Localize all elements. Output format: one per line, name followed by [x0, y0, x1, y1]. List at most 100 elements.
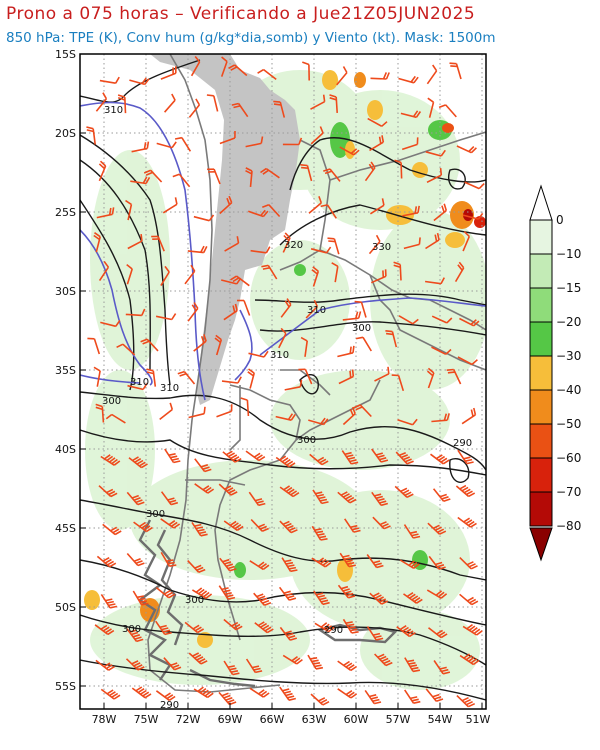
wind-barb [155, 586, 176, 599]
wind-barb [253, 592, 272, 606]
wind-barb [184, 621, 204, 634]
wind-barb [151, 235, 165, 252]
wind-barb [100, 454, 121, 466]
wind-barb [184, 264, 196, 285]
wind-barb [230, 275, 250, 287]
wind-barb [401, 137, 419, 151]
terrain-mask-andes [150, 54, 300, 405]
colorbar-label: −10 [556, 247, 581, 261]
wind-barb [129, 77, 150, 86]
wind-barb [105, 413, 126, 424]
wind-barb [127, 383, 148, 391]
map-plot-area: 310 320 330 310 300 310 300 300 290 300 … [80, 54, 486, 709]
lat-label: 30S [55, 285, 76, 298]
wind-barb [395, 451, 414, 465]
wind-barb [223, 303, 238, 321]
wind-barb [98, 261, 110, 282]
wind-barb [309, 453, 329, 466]
wind-barb [300, 164, 313, 182]
wind-barb [93, 366, 101, 387]
wind-barb [284, 379, 303, 391]
lat-label: 40S [55, 443, 76, 456]
contour-label-290: 290 [324, 625, 343, 636]
wind-barb [279, 626, 298, 641]
contour-label-320: 320 [284, 240, 303, 251]
wind-barb [310, 246, 332, 254]
colorbar: 0 −10 −15 −20 −30 −40 −50 −60 −70 −80 [529, 184, 581, 562]
wind-barb [338, 369, 355, 385]
colorbar-label: 0 [556, 213, 564, 227]
wind-barb [370, 269, 387, 284]
wind-barb [320, 204, 337, 219]
colorbar-top-arrow [529, 184, 553, 221]
wind-barb [310, 94, 326, 110]
wind-barb [261, 264, 278, 280]
lon-label: 78W [92, 713, 117, 726]
wind-barb [311, 266, 320, 287]
wind-barb [427, 97, 435, 118]
wind-barbs [86, 55, 485, 708]
lon-label: 57W [386, 713, 411, 726]
wind-barb [248, 350, 269, 358]
colorbar-swatch [529, 423, 553, 459]
wind-barb [245, 136, 264, 148]
wind-barb [188, 406, 206, 419]
wind-barb [394, 159, 403, 179]
wind-barb [248, 209, 269, 218]
wind-barb [146, 368, 157, 387]
wind-barb [279, 520, 298, 534]
wind-barb [342, 618, 359, 634]
wind-barb [404, 689, 421, 704]
wind-barb [99, 76, 120, 84]
wind-barb [140, 338, 159, 352]
wind-barb [249, 687, 270, 698]
wind-barb [207, 168, 221, 185]
wind-barb [364, 161, 376, 182]
wind-barb [188, 652, 208, 665]
wind-barb [218, 691, 237, 706]
wind-barb [187, 302, 199, 322]
wind-barb [245, 167, 253, 187]
wind-barb [87, 337, 101, 355]
wind-barb [187, 560, 206, 574]
wind-barb [247, 368, 255, 389]
wind-barb [374, 366, 390, 382]
wind-barb [427, 522, 447, 535]
map-subtitle: 850 hPa: TPE (K), Conv hum (g/kg*dia,som… [6, 30, 496, 46]
wind-barb [344, 518, 361, 533]
colorbar-swatch [529, 253, 553, 289]
wind-barb [456, 695, 476, 708]
wind-barb [260, 167, 280, 179]
colorbar-swatch [529, 389, 553, 425]
wind-barb [391, 374, 405, 392]
wind-barb [214, 334, 223, 356]
wind-barb [403, 237, 421, 250]
wind-barb [398, 75, 419, 84]
wind-barb [425, 688, 444, 703]
colorbar-swatch [529, 491, 553, 527]
wind-barb [275, 413, 296, 421]
wind-barb [177, 370, 196, 385]
wind-barb [163, 657, 182, 671]
wind-barb [461, 407, 477, 425]
colorbar-label: −30 [556, 349, 581, 363]
contour-label-310: 310 [307, 305, 326, 316]
wind-barb [457, 356, 478, 366]
contour-label-300: 300 [122, 624, 141, 635]
wind-barb [403, 524, 421, 539]
wind-barb [96, 555, 117, 568]
wind-barb [329, 94, 338, 113]
wind-barb [369, 592, 389, 605]
wind-barb [339, 552, 356, 568]
wind-barb [457, 516, 477, 528]
colorbar-label: −15 [556, 281, 581, 295]
wind-barb [370, 72, 390, 80]
wind-barb [428, 627, 448, 639]
wind-barb [257, 68, 277, 81]
wind-barb [431, 346, 452, 356]
wind-barb [224, 236, 240, 252]
colorbar-swatch [529, 457, 553, 493]
wind-barb [275, 455, 296, 468]
wind-barb [446, 368, 462, 385]
wind-barb [339, 146, 360, 156]
